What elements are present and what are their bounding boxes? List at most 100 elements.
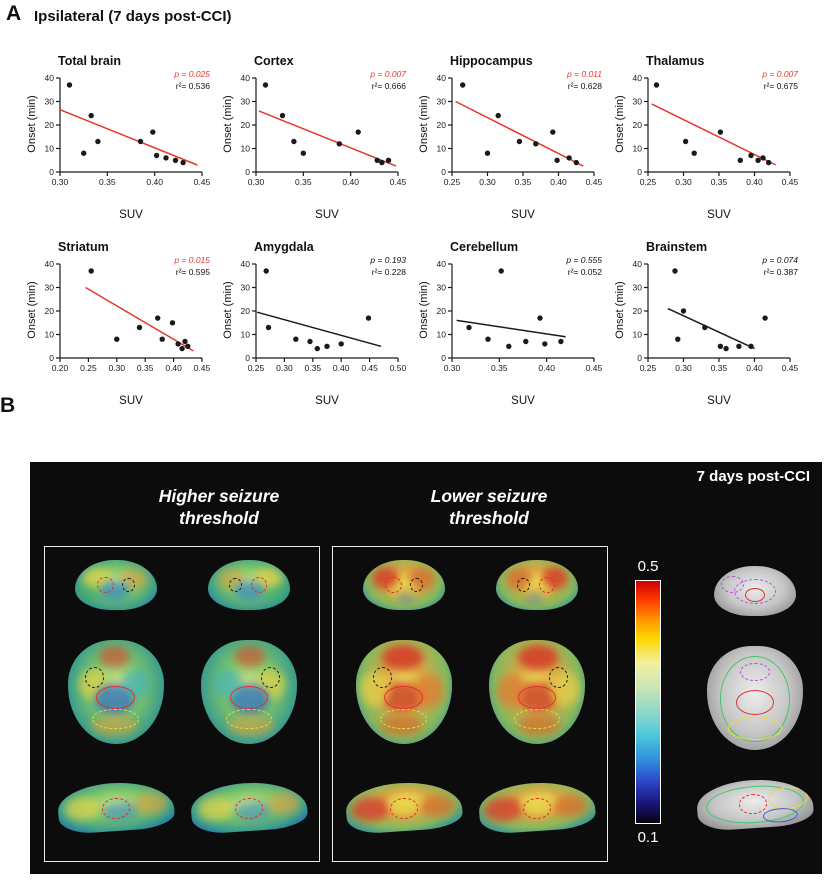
scatter-plot-canvas: 0 10 20 30 40 0.25 0.30 0.35 0.40 0.45: [633, 259, 799, 373]
data-point: [379, 159, 385, 166]
y-tick-label: 30: [437, 283, 447, 293]
activity-hotspot: [482, 796, 524, 823]
data-point: [159, 336, 165, 342]
data-point: [355, 129, 361, 135]
colorbar-gradient: [635, 580, 661, 824]
x-tick-label: 0.40: [342, 177, 359, 187]
pet-brain-sagittal: [476, 779, 597, 835]
y-tick-label: 20: [45, 306, 55, 316]
data-point: [81, 150, 87, 156]
activity-hotspot: [133, 791, 168, 816]
data-point: [558, 338, 564, 345]
data-point: [374, 157, 380, 163]
y-tick-label: 20: [45, 120, 55, 130]
y-tick-label: 0: [245, 353, 250, 363]
scatter-hippocampus: Hippocampus p = 0.011 r²= 0.628 Onset (m…: [414, 52, 610, 224]
pet-brain-axial: [355, 640, 452, 744]
group-title-line: threshold: [179, 507, 259, 528]
pet-brain-axial: [200, 640, 297, 744]
r-squared-value: r²= 0.052: [567, 266, 602, 277]
x-tick-label: 0.40: [333, 363, 350, 373]
activity-hotspot: [266, 791, 301, 816]
x-tick-label: 0.30: [52, 177, 69, 187]
atlas-brain-axial: [707, 646, 803, 750]
regression-line: [59, 109, 198, 166]
data-point: [336, 141, 342, 147]
regression-line: [667, 307, 755, 350]
brain-graphic-sagittal: [55, 779, 176, 835]
activity-hotspot: [264, 586, 288, 602]
roi-outline: [517, 685, 556, 709]
pet-brain-coronal: [74, 560, 157, 610]
data-point: [675, 336, 681, 342]
scatter-plot-canvas: 0 10 20 30 40 0.25 0.30 0.35 0.40 0.45 0.50: [241, 259, 407, 373]
roi-outline: [513, 708, 560, 730]
roi-outline: [385, 577, 402, 593]
pet-brain-coronal: [362, 560, 445, 610]
data-point: [182, 338, 188, 345]
activity-hotspot: [99, 646, 130, 668]
data-point: [717, 129, 724, 135]
brain-graphic-sagittal: [343, 779, 464, 835]
x-tick-label: 0.25: [640, 363, 657, 373]
brain-graphic-coronal: [74, 560, 157, 610]
brain-graphic-axial: [200, 640, 297, 744]
x-tick-label: 0.40: [146, 177, 163, 187]
x-tick-label: 0.30: [479, 177, 496, 187]
data-point: [169, 320, 176, 326]
y-tick-label: 20: [241, 306, 251, 316]
brain-graphic-coronal: [207, 560, 290, 610]
roi-outline: [372, 667, 392, 688]
atlas-reference-column: [692, 566, 818, 832]
x-tick-label: 0.35: [99, 177, 116, 187]
roi-outline: [735, 689, 775, 715]
plot-title: Hippocampus: [450, 54, 533, 68]
scatter-plot-canvas: 0 10 20 30 40 0.30 0.35 0.40 0.45: [45, 73, 211, 187]
data-point: [533, 141, 539, 147]
x-tick-label: 0.30: [109, 363, 126, 373]
data-point: [766, 159, 772, 166]
x-tick-label: 0.30: [248, 177, 265, 187]
data-point: [737, 157, 743, 163]
x-axis-label: SUV: [511, 209, 535, 221]
activity-hotspot: [396, 592, 415, 604]
y-tick-label: 0: [49, 167, 54, 177]
data-point: [748, 343, 754, 349]
data-point: [516, 138, 523, 145]
plot-stats: p = 0.011 r²= 0.628: [567, 69, 602, 93]
x-tick-label: 0.40: [550, 177, 567, 187]
data-point: [542, 341, 548, 347]
data-point: [460, 82, 466, 88]
pet-brain-axial: [67, 640, 164, 744]
data-point: [680, 308, 687, 314]
roi-outline: [538, 577, 555, 593]
x-axis-label: SUV: [315, 395, 339, 407]
p-value: p = 0.015: [174, 255, 210, 265]
plot-title: Thalamus: [646, 54, 705, 68]
y-tick-label: 20: [633, 120, 643, 130]
y-tick-label: 0: [637, 167, 642, 177]
x-tick-label: 0.40: [746, 177, 763, 187]
x-axis-label: SUV: [511, 395, 535, 407]
data-point: [748, 152, 754, 159]
data-point: [550, 129, 556, 135]
plot-title: Total brain: [58, 54, 121, 68]
x-tick-label: 0.30: [675, 177, 692, 187]
pet-brain-coronal: [495, 560, 578, 610]
data-point: [163, 155, 169, 161]
r-squared-value: r²= 0.228: [371, 266, 406, 277]
data-point: [114, 336, 120, 342]
roi-outline: [720, 656, 790, 742]
data-point: [702, 324, 708, 331]
data-point: [736, 343, 742, 349]
y-tick-label: 40: [241, 259, 251, 269]
x-tick-label: 0.35: [711, 177, 728, 187]
data-point: [554, 157, 560, 163]
roi-outline: [745, 588, 765, 602]
y-tick-label: 10: [241, 330, 251, 340]
plot-stats: p = 0.025 r²= 0.536: [174, 69, 210, 93]
data-point: [300, 150, 306, 156]
y-tick-label: 10: [45, 144, 55, 154]
data-point: [66, 82, 73, 88]
data-point: [95, 138, 101, 145]
